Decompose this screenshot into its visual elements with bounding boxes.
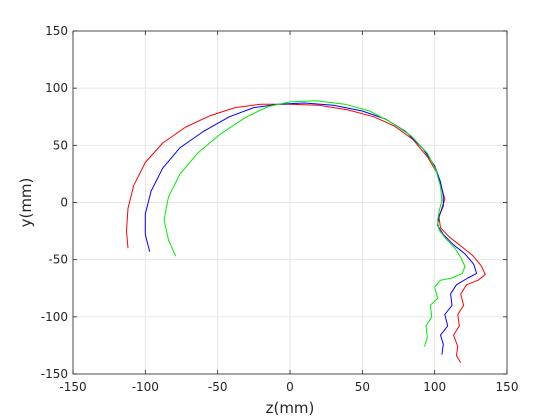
- y-tick-label: -150: [41, 367, 68, 381]
- x-tick-label: -100: [132, 380, 159, 394]
- grid: [72, 30, 508, 375]
- x-tick-label: -150: [59, 380, 86, 394]
- y-tick-label: 150: [45, 24, 68, 38]
- x-tick-label: 100: [423, 380, 446, 394]
- y-tick-label: 0: [60, 196, 68, 210]
- x-tick-label: 50: [355, 380, 370, 394]
- x-axis-label: z(mm): [266, 399, 315, 417]
- y-axis-label: y(mm): [17, 178, 35, 228]
- series-line-1: [126, 103, 486, 363]
- axes: [72, 30, 508, 375]
- y-tick-label: 50: [53, 138, 68, 152]
- y-tick-label: -50: [48, 253, 68, 267]
- y-tick-label: -100: [41, 310, 68, 324]
- x-tick-label: -50: [208, 380, 228, 394]
- x-tick-label: 0: [286, 380, 294, 394]
- tick-labels: -150 -100 -50 0 50 100 150 -150 -100 -50 0 50 100 150: [41, 24, 519, 394]
- y-tick-label: 100: [45, 81, 68, 95]
- series-layer: [126, 100, 486, 363]
- series-line-3: [163, 100, 466, 347]
- series-line-2: [144, 102, 478, 355]
- x-tick-label: 150: [496, 380, 519, 394]
